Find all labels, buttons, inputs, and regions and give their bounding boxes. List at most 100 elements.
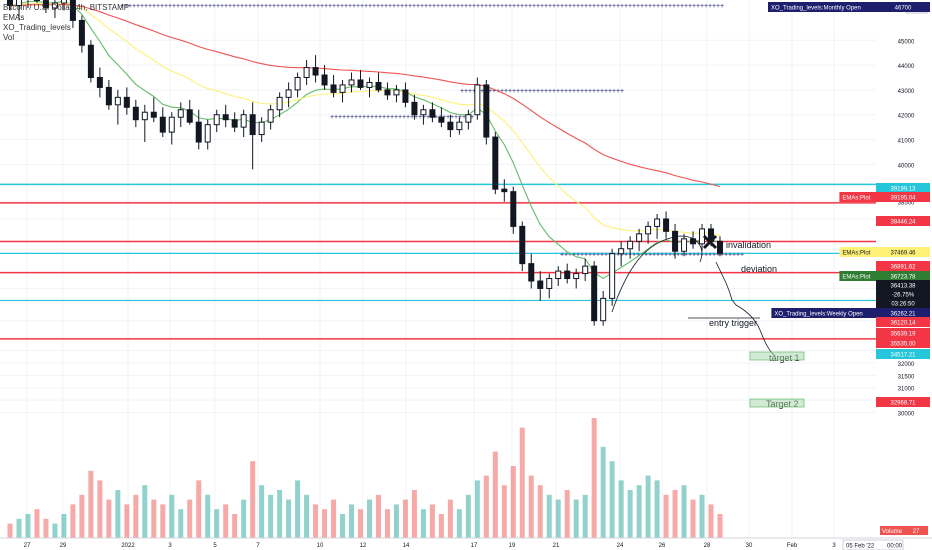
xo-level-marker: + <box>556 88 560 95</box>
xo-level-marker: + <box>688 3 692 10</box>
price-tag-value: 39199.13 <box>890 187 916 193</box>
xo-level-marker: + <box>418 114 422 121</box>
volume-bar <box>474 480 480 538</box>
candle-body <box>465 114 472 123</box>
time-axis-bg <box>0 538 932 550</box>
ema-line <box>9 3 721 188</box>
volume-bar <box>115 490 121 538</box>
xo-level-marker: + <box>260 3 264 10</box>
xo-level-marker: + <box>232 3 236 10</box>
price-tag-value: -26.75% <box>892 293 915 299</box>
candle-body <box>51 2 58 9</box>
volume-bar <box>672 490 678 538</box>
candle-body <box>231 119 238 128</box>
xo-level-marker: + <box>712 251 716 258</box>
xo-level-marker: + <box>556 3 560 10</box>
xo-level-marker: + <box>344 3 348 10</box>
xo-level-marker: + <box>632 251 636 258</box>
level-name-label: EMAs:Plot <box>842 275 870 281</box>
candle-body <box>114 96 121 106</box>
volume-bar <box>636 485 642 538</box>
xo-level-marker: + <box>220 3 224 10</box>
xo-level-marker: + <box>664 251 668 258</box>
xo-level-marker: + <box>454 114 458 121</box>
xo-level-marker: + <box>524 88 528 95</box>
candle-body <box>339 84 346 93</box>
candle-body <box>366 81 373 88</box>
candle-body <box>573 273 580 280</box>
price-tick-label: 30000 <box>898 412 915 418</box>
xo-level-marker: + <box>576 251 580 258</box>
time-tick-label: 24 <box>617 543 624 549</box>
indicator-emas[interactable]: EMAs <box>3 13 25 22</box>
candle-body <box>186 109 193 123</box>
xo-level-marker: + <box>644 251 648 258</box>
level-name-tag <box>839 271 876 281</box>
volume-bar <box>268 494 274 538</box>
xo-level-marker: + <box>612 88 616 95</box>
xo-level-marker: + <box>312 3 316 10</box>
indicator-volume[interactable]: Vol <box>3 33 15 42</box>
time-tick-label: 29 <box>60 543 67 549</box>
candle-body <box>204 124 211 143</box>
xo-level-marker: + <box>366 114 370 121</box>
xo-level-marker: + <box>572 88 576 95</box>
xo-level-marker: + <box>328 3 332 10</box>
volume-bar <box>573 499 579 538</box>
xo-level-marker: + <box>204 3 208 10</box>
xo-level-marker: + <box>516 3 520 10</box>
xo-level-marker: + <box>192 3 196 10</box>
xo-level-marker: + <box>636 251 640 258</box>
price-tag <box>876 247 930 257</box>
xo-level-marker: + <box>256 3 260 10</box>
candle-body <box>429 109 436 118</box>
xo-level-marker: + <box>500 3 504 10</box>
volume-bar <box>187 499 193 538</box>
xo-level-marker: + <box>264 3 268 10</box>
price-tick-label: 41000 <box>898 139 915 145</box>
candle-body <box>663 218 670 232</box>
xo-level-marker: + <box>668 3 672 10</box>
volume-bar <box>654 480 660 538</box>
xo-level-marker: + <box>688 251 692 258</box>
xo-level-marker: + <box>382 114 386 121</box>
xo-level-marker: + <box>516 88 520 95</box>
level-name-tag <box>768 2 876 12</box>
xo-level-marker: + <box>468 88 472 95</box>
volume-bar <box>690 499 696 538</box>
volume-bar <box>241 499 247 538</box>
volume-bar <box>429 504 435 538</box>
xo-level-marker: + <box>236 3 240 10</box>
candle-body <box>294 76 301 91</box>
volume-bar <box>214 509 220 538</box>
volume-bar <box>456 509 462 538</box>
xo-level-marker: + <box>568 88 572 95</box>
xo-level-marker: + <box>716 251 720 258</box>
xo-level-marker: + <box>588 251 592 258</box>
xo-level-marker: + <box>268 3 272 10</box>
xo-level-marker: + <box>316 3 320 10</box>
xo-level-marker: + <box>588 3 592 10</box>
candle-body <box>384 89 391 96</box>
candle-body <box>447 121 454 131</box>
time-tick-label: 17 <box>471 543 478 549</box>
xo-level-marker: + <box>338 114 342 121</box>
price-tag <box>876 289 930 299</box>
volume-bar <box>250 461 256 538</box>
time-tick-label: 19 <box>509 543 516 549</box>
candle-body <box>177 109 184 118</box>
candlesticks <box>7 0 723 326</box>
xo-level-marker: + <box>656 3 660 10</box>
xo-level-marker: + <box>552 3 556 10</box>
volume-bar <box>366 499 372 538</box>
price-tag-value: 36413.38 <box>890 284 916 290</box>
ema-line <box>9 0 721 279</box>
xo-level-marker: + <box>390 114 394 121</box>
volume-bar <box>528 475 534 538</box>
xo-level-marker: + <box>392 3 396 10</box>
xo-level-marker: + <box>460 3 464 10</box>
indicator-xo-levels[interactable]: XO_Trading_levels <box>3 23 71 32</box>
time-axis[interactable]: 27 29 2022 3 5 7 10 12 14 17 19 21 24 26 28 30 Feb 3 05 Fe… <box>0 537 932 550</box>
volume-bar <box>492 451 498 538</box>
